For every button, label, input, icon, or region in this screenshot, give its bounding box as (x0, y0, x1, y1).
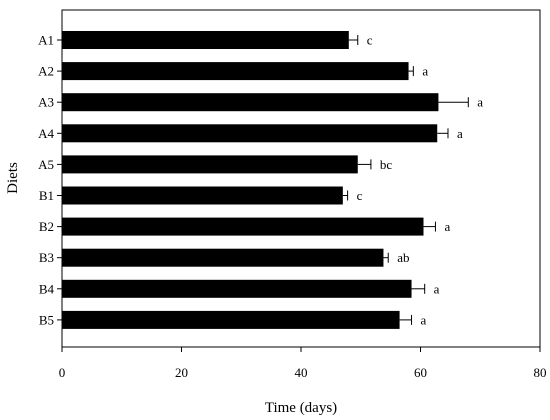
x-axis-title: Time (days) (265, 400, 337, 416)
category-label-a5: A5 (38, 157, 54, 172)
bar-b5 (62, 310, 400, 329)
category-label-b4: B4 (39, 281, 55, 296)
category-label-b3: B3 (39, 250, 54, 265)
category-label-a3: A3 (38, 95, 54, 110)
significance-label-a4: a (457, 126, 463, 141)
significance-label-b4: a (434, 281, 440, 296)
plot-frame (61, 9, 541, 348)
bar-a5 (62, 155, 358, 174)
category-label-a1: A1 (38, 33, 54, 48)
bars-layer (62, 31, 469, 329)
y-axis-title: Diets (5, 162, 21, 194)
bar-a2 (62, 62, 409, 81)
bar-b3 (62, 248, 384, 267)
bar-b2 (62, 217, 424, 236)
bar-b1 (62, 186, 343, 205)
significance-label-b2: a (444, 219, 450, 234)
significance-label-a2: a (422, 64, 428, 79)
x-tick-label-20: 20 (175, 365, 188, 380)
bar-b4 (62, 279, 412, 298)
significance-label-b1: c (357, 188, 363, 203)
significance-label-b3: ab (397, 250, 409, 265)
labels-layer: A1 c A2 a A3 a A4 a A5 bc B1 c B2 a B3 ab B4 a B5 a 0 20 40 60 8… (38, 33, 546, 381)
significance-label-a5: bc (380, 157, 393, 172)
x-tick-label-0: 0 (59, 365, 66, 380)
x-tick-label-60: 60 (414, 365, 427, 380)
significance-label-b5: a (421, 312, 427, 327)
category-label-b5: B5 (39, 312, 54, 327)
x-tick-label-40: 40 (295, 365, 308, 380)
x-tick-label-80: 80 (534, 365, 547, 380)
bar-a4 (62, 124, 438, 143)
bar-a1 (62, 31, 349, 49)
category-label-a2: A2 (38, 64, 54, 79)
significance-label-a1: c (367, 33, 373, 48)
category-label-a4: A4 (38, 126, 54, 141)
category-label-b2: B2 (39, 219, 54, 234)
bar-a3 (62, 93, 439, 112)
significance-label-a3: a (477, 95, 483, 110)
category-label-b1: B1 (39, 188, 54, 203)
